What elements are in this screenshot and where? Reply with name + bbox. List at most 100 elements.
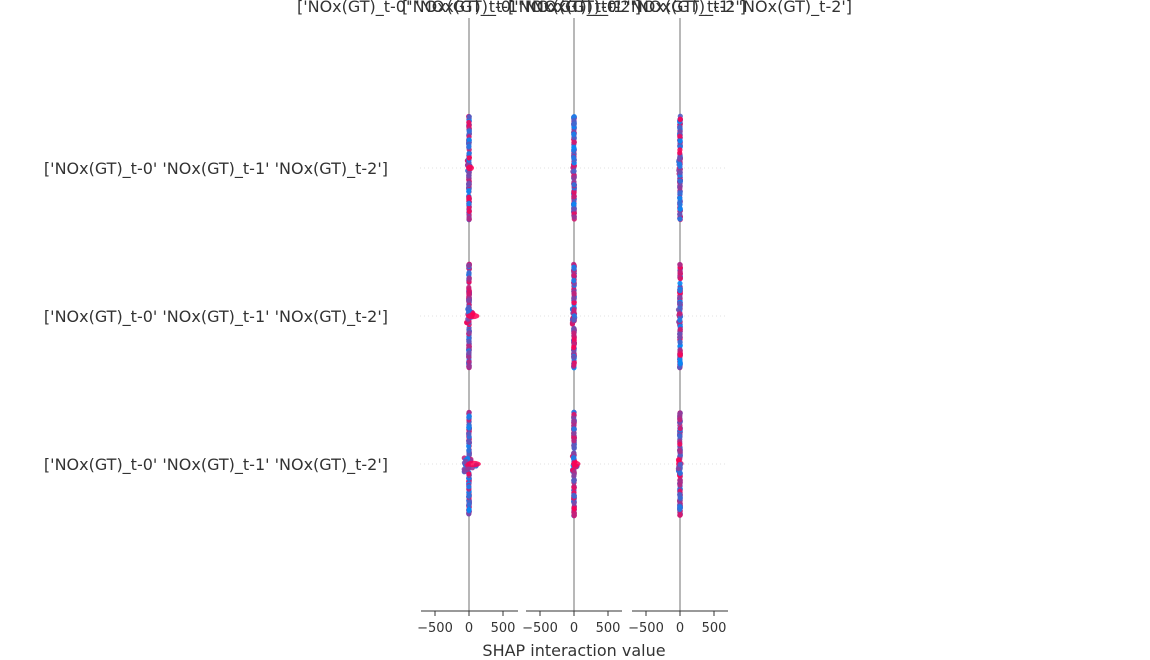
data-point xyxy=(571,500,577,506)
x-tick-label: 500 xyxy=(491,621,516,636)
data-point xyxy=(465,465,471,472)
data-point xyxy=(677,211,683,217)
data-point xyxy=(466,169,472,176)
cell-points-r1-c2 xyxy=(570,114,577,222)
data-point xyxy=(571,426,577,432)
data-point xyxy=(677,359,683,366)
data-point xyxy=(466,353,472,360)
x-tick-label: 0 xyxy=(570,621,578,636)
data-point xyxy=(571,132,577,138)
data-point xyxy=(466,350,472,356)
x-tick-label: −500 xyxy=(417,621,453,636)
data-point xyxy=(466,204,472,210)
panel-title-3: ['NOx(GT)_t-0' 'NOx(GT)_t-1' 'NOx(GT)_t-… xyxy=(508,0,852,17)
data-point xyxy=(571,450,577,456)
data-point xyxy=(466,180,472,186)
data-point xyxy=(466,438,472,444)
cell-points-r2-c2 xyxy=(569,261,578,371)
x-tick-label: 0 xyxy=(465,621,473,636)
data-point xyxy=(571,168,577,174)
data-point xyxy=(677,425,683,432)
data-point xyxy=(677,261,683,268)
data-point xyxy=(571,337,577,343)
data-point xyxy=(466,338,472,344)
data-point xyxy=(677,410,683,416)
data-point xyxy=(466,215,472,221)
data-point xyxy=(571,121,577,127)
data-point xyxy=(571,442,577,448)
data-point xyxy=(677,331,683,337)
data-point xyxy=(571,354,577,360)
data-point xyxy=(466,484,472,490)
data-point xyxy=(466,288,472,294)
data-point xyxy=(677,317,683,323)
data-point xyxy=(677,185,683,191)
data-point xyxy=(677,461,683,468)
data-point xyxy=(571,265,577,271)
data-point xyxy=(677,300,683,307)
data-point xyxy=(466,114,472,120)
data-point xyxy=(677,124,683,130)
data-point xyxy=(677,116,683,122)
x-tick-label: −500 xyxy=(522,621,558,636)
cell-points-r1-c3 xyxy=(676,113,684,223)
data-point xyxy=(571,182,577,188)
data-point xyxy=(571,290,577,296)
data-point xyxy=(677,448,683,455)
data-point xyxy=(677,276,683,282)
row-label-2: ['NOx(GT)_t-0' 'NOx(GT)_t-1' 'NOx(GT)_t-… xyxy=(44,307,388,327)
data-point xyxy=(466,502,472,508)
data-point xyxy=(466,471,472,477)
data-point xyxy=(677,506,683,512)
data-point xyxy=(466,413,472,419)
data-point xyxy=(466,342,472,348)
data-point xyxy=(677,169,683,176)
data-point xyxy=(466,363,472,369)
data-point xyxy=(677,326,683,332)
x-tick-label: −500 xyxy=(628,621,664,636)
cell-points-r2-c3 xyxy=(675,261,684,371)
data-point xyxy=(571,492,577,498)
data-point xyxy=(466,137,472,143)
data-point xyxy=(677,512,683,518)
x-tick-label: 500 xyxy=(596,621,621,636)
data-point xyxy=(571,430,577,436)
data-point xyxy=(677,311,683,317)
data-point xyxy=(571,317,577,323)
data-point xyxy=(677,216,683,222)
data-point xyxy=(571,206,577,212)
data-point-cluster xyxy=(465,460,481,468)
data-point xyxy=(677,155,683,161)
data-point xyxy=(677,294,683,300)
data-point xyxy=(461,468,468,474)
data-point xyxy=(571,272,577,278)
data-point xyxy=(571,344,577,351)
data-point xyxy=(677,280,683,286)
data-point xyxy=(571,175,577,181)
data-point xyxy=(466,143,472,149)
data-point-cluster xyxy=(465,164,475,172)
data-point xyxy=(677,339,683,345)
data-point xyxy=(466,208,472,214)
data-point xyxy=(571,154,577,161)
data-point xyxy=(677,417,683,423)
data-point xyxy=(571,361,577,368)
data-point xyxy=(466,275,472,281)
row-label-3: ['NOx(GT)_t-0' 'NOx(GT)_t-1' 'NOx(GT)_t-… xyxy=(44,455,388,475)
data-point xyxy=(677,288,683,294)
data-point xyxy=(571,210,577,216)
data-point xyxy=(571,477,577,483)
data-point xyxy=(677,470,683,476)
data-point xyxy=(677,200,683,206)
text-labels: ['NOx(GT)_t-0' 'NOx(GT)_t-1' 'NOx(GT)_t-… xyxy=(44,0,852,660)
cell-points-r3-c3 xyxy=(675,410,684,518)
data-point xyxy=(466,263,472,269)
data-point xyxy=(571,330,577,336)
data-point xyxy=(677,161,683,167)
panel-title-1: ['NOx(GT)_t-0' 'NOx(GT)_t-1' 'NOx(GT)_t-… xyxy=(297,0,641,17)
data-point xyxy=(677,441,683,447)
data-point xyxy=(571,201,577,208)
data-point xyxy=(677,195,683,201)
data-point xyxy=(571,299,577,305)
data-point xyxy=(677,133,683,139)
